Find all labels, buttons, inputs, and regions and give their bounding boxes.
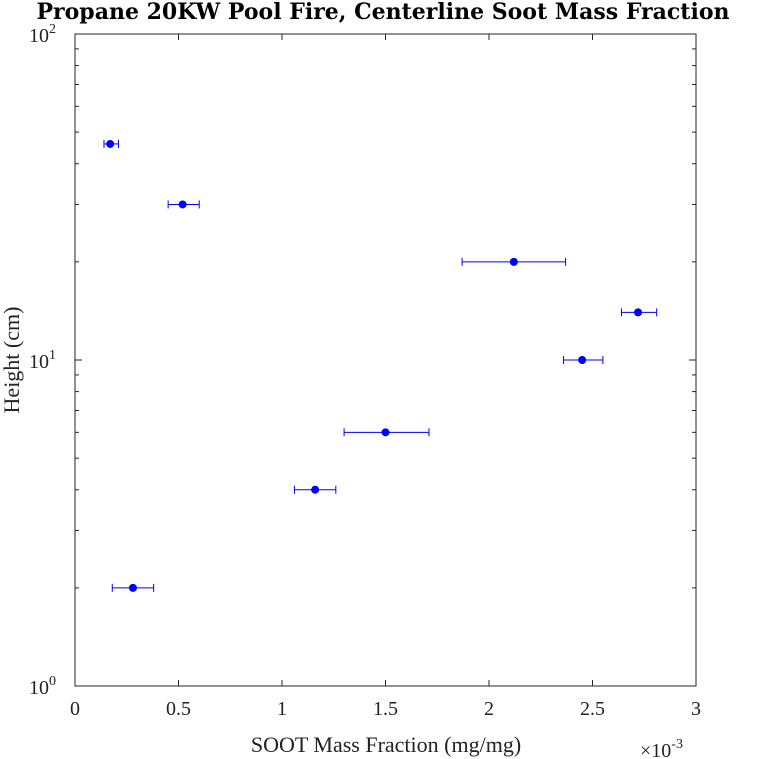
axis-tick-labels: 0 0.5 1 1.5 2 2.5 3 100 101 102 — [29, 22, 701, 720]
x-axis-label: SOOT Mass Fraction (mg/mg) — [251, 732, 521, 757]
data-point-1 — [128, 583, 137, 592]
y-tick-label: 101 — [29, 348, 56, 373]
x-tick-label: 0 — [70, 698, 80, 720]
data-point-7 — [178, 200, 187, 209]
chart-title: Propane 20KW Pool Fire, Centerline Soot … — [37, 0, 730, 25]
axis-ticks — [74, 33, 697, 687]
data-point-6 — [509, 257, 518, 266]
data-point-8 — [106, 139, 115, 148]
x-tick-label: 1 — [277, 698, 287, 720]
x-axis-multiplier: ×10-3 — [640, 737, 683, 759]
data-point-5 — [634, 308, 643, 317]
x-tick-label: 2 — [484, 698, 494, 720]
y-tick-label: 102 — [29, 22, 56, 47]
data-points — [106, 139, 643, 592]
x-tick-label: 2.5 — [580, 698, 605, 720]
data-point-3 — [381, 428, 390, 437]
data-point-2 — [311, 485, 320, 494]
y-axis-label: Height (cm) — [0, 307, 24, 414]
y-tick-label: 100 — [29, 674, 56, 699]
x-tick-label: 3 — [691, 698, 701, 720]
x-tick-label: 1.5 — [373, 698, 398, 720]
data-point-4 — [578, 356, 587, 364]
x-tick-label: 0.5 — [166, 698, 191, 720]
